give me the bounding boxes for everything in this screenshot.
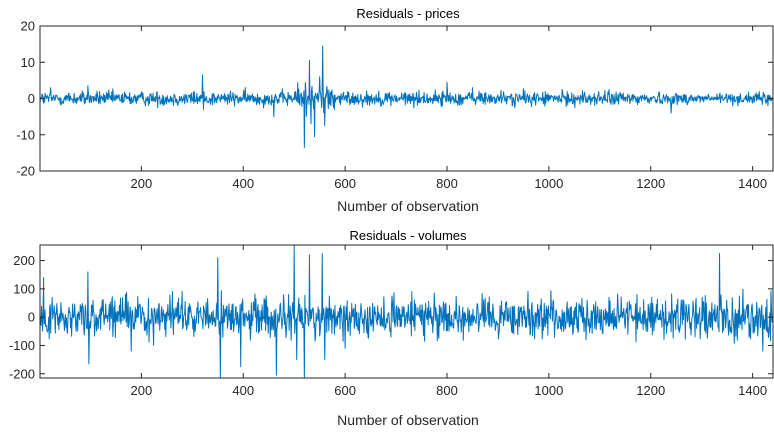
x-tick-label: 1400 [738,383,767,398]
x-tick-label: 800 [436,176,458,191]
series-line [40,245,773,378]
volumes-plot-area [40,245,773,378]
y-tick-label: 100 [13,281,35,296]
plot-box [39,244,774,379]
x-tick-label: 200 [131,176,153,191]
x-tick-label: 200 [131,383,153,398]
prices-plot-area [40,45,773,148]
y-tick-label: 20 [21,19,35,34]
x-tick-label: 400 [232,383,254,398]
x-tick-label: 400 [232,176,254,191]
y-axis: -200 -100 0 100 200 [9,253,773,381]
y-tick-label: -100 [9,338,35,353]
x-axis-label: Number of observation [337,198,479,214]
y-tick-label: 0 [28,91,35,106]
x-tick-label: 600 [334,383,356,398]
x-tick-label: 800 [436,383,458,398]
y-tick-label: 200 [13,253,35,268]
y-tick-label: 0 [28,310,35,325]
y-tick-label: 10 [21,55,35,70]
x-tick-label: 1200 [636,176,665,191]
y-axis: -20 -10 0 10 20 [16,19,773,179]
x-axis: 200 400 600 800 1000 1200 1400 [131,26,767,191]
x-tick-label: 1200 [636,383,665,398]
y-tick-label: -200 [9,366,35,381]
series-line [40,45,773,148]
chart-title: Residuals - volumes [349,228,467,243]
x-axis: 200 400 600 800 1000 1200 1400 [131,245,767,398]
x-tick-label: 1000 [534,383,563,398]
x-axis-label: Number of observation [337,412,479,428]
x-tick-label: 600 [334,176,356,191]
x-tick-label: 1400 [738,176,767,191]
y-tick-label: -20 [16,164,35,179]
prices-chart: Residuals - prices -20 -10 0 10 20 200 400 600… [16,6,774,214]
x-tick-label: 1000 [534,176,563,191]
chart-title: Residuals - prices [356,6,460,21]
y-tick-label: -10 [16,127,35,142]
volumes-chart: Residuals - volumes -200 -100 0 100 200 200 4… [9,228,774,428]
